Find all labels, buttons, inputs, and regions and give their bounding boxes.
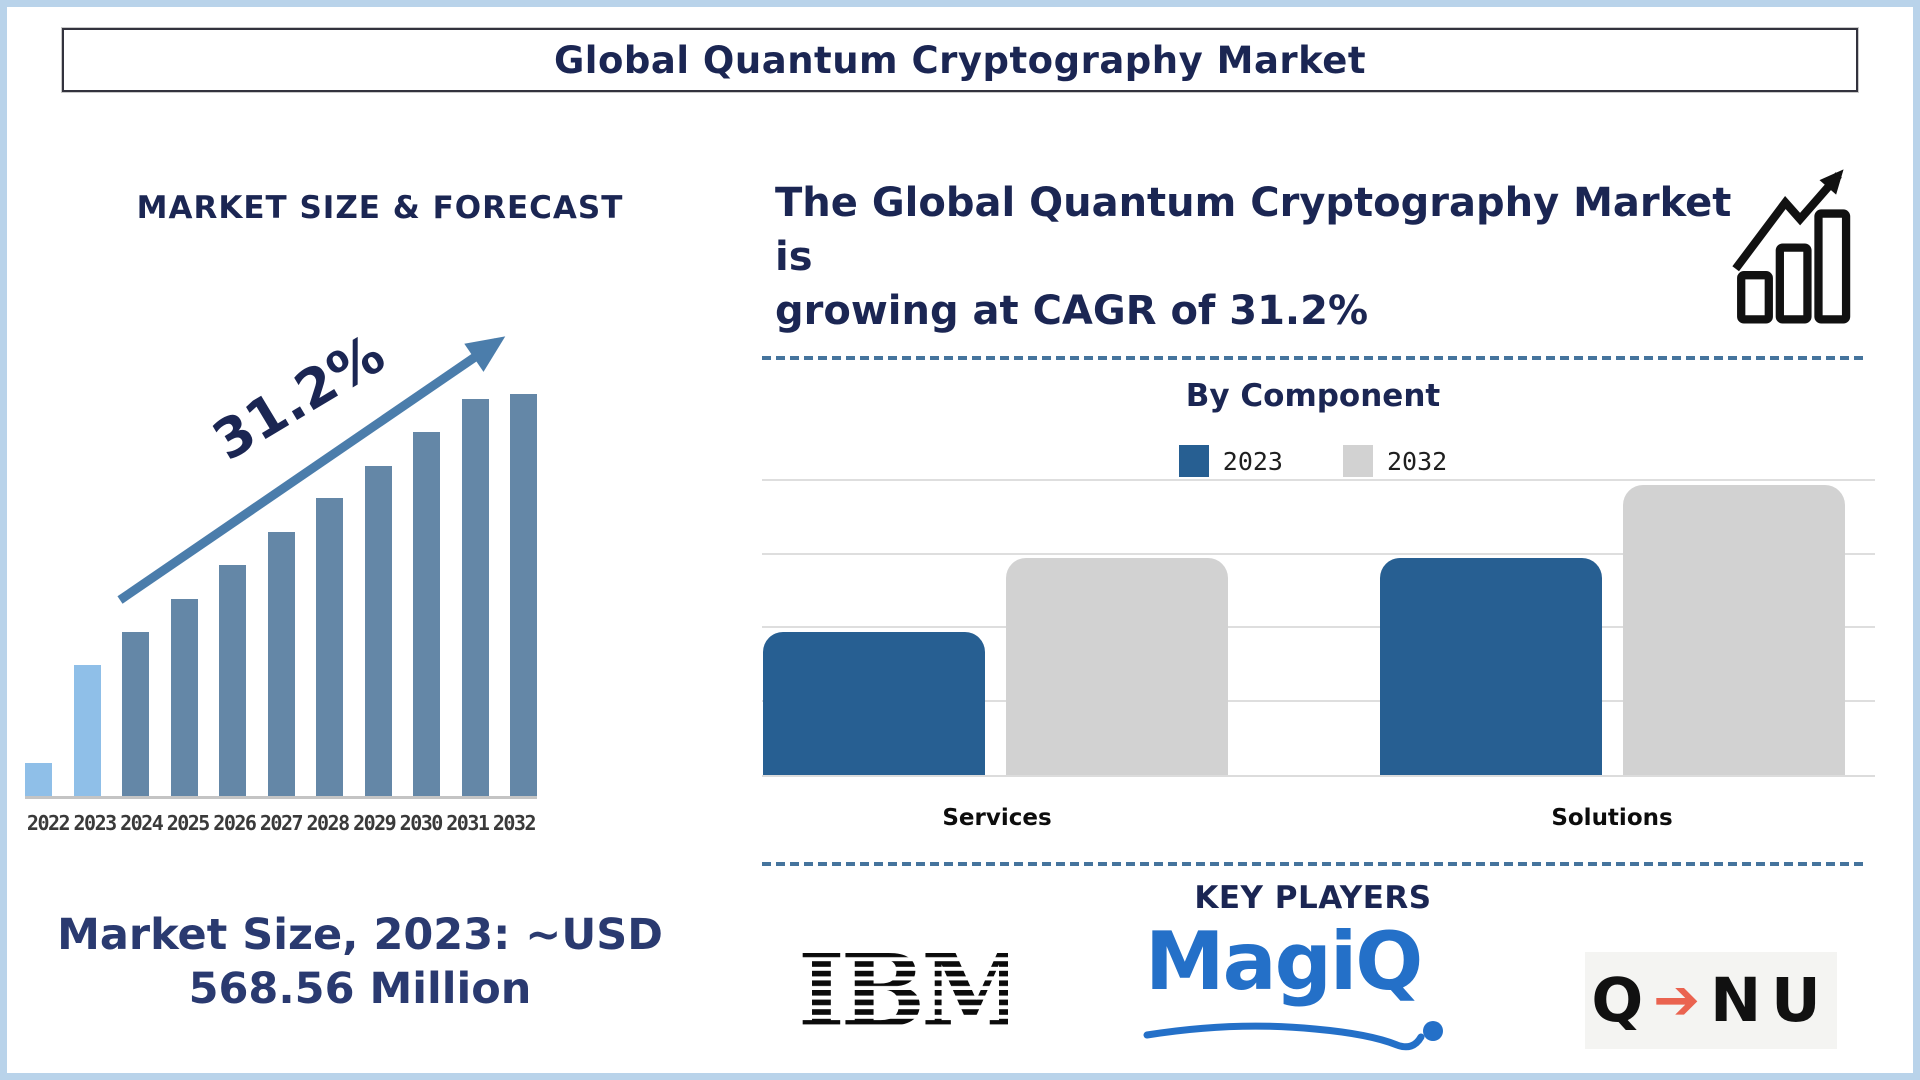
market-size-line1: Market Size, 2023: ~USD xyxy=(57,910,663,960)
component-group-solutions xyxy=(1380,485,1845,775)
magiq-swoosh-icon xyxy=(1143,1021,1443,1051)
magiq-logo: MagiQ xyxy=(1143,915,1455,1057)
component-groups xyxy=(763,485,1875,775)
by-component-heading: By Component xyxy=(1185,378,1441,414)
ibm-logo: IBM xyxy=(798,942,1008,1047)
category-label-solutions: Solutions xyxy=(1551,805,1673,831)
forecast-year-label-2031: 2031 xyxy=(446,811,490,835)
forecast-bars xyxy=(25,394,537,799)
key-players-heading: KEY PLAYERS xyxy=(1194,880,1432,916)
forecast-year-label-2032: 2032 xyxy=(492,811,537,835)
cagr-line2: growing at CAGR of 31.2% xyxy=(775,288,1369,334)
category-label-services: Services xyxy=(942,805,1052,831)
gridline xyxy=(762,479,1875,482)
forecast-year-label-2027: 2027 xyxy=(259,811,304,835)
forecast-year-label-2028: 2028 xyxy=(306,811,350,835)
component-bar-solutions-2023 xyxy=(1380,558,1602,775)
qnu-arrow-icon: ➔ xyxy=(1653,967,1701,1033)
forecast-year-label-2029: 2029 xyxy=(353,811,397,835)
cagr-statement: The Global Quantum Cryptography Market i… xyxy=(775,176,1735,338)
legend-item-2023: 2023 xyxy=(1178,445,1283,477)
qnu-logo-q: Q xyxy=(1591,965,1644,1036)
gridline xyxy=(762,552,1875,555)
forecast-bar-2022 xyxy=(25,763,52,796)
market-size-heading: MARKET SIZE & FORECAST xyxy=(136,190,624,226)
market-size-value: Market Size, 2023: ~USD 568.56 Million xyxy=(15,908,705,1016)
dashed-separator-top xyxy=(762,356,1864,360)
forecast-bar-2030 xyxy=(413,432,440,796)
trend-arrow-icon xyxy=(117,336,506,604)
magiq-logo-text: MagiQ xyxy=(1145,915,1423,1008)
forecast-bar-2023 xyxy=(73,664,101,796)
legend-label-2023: 2023 xyxy=(1222,446,1283,476)
forecast-years: 2022 2023 2024 2025 2026 2027 2028 2029 2030 2031… xyxy=(25,811,537,835)
legend-swatch-2032 xyxy=(1343,445,1373,477)
ibm-logo-text: IBM xyxy=(798,942,1008,1047)
forecast-bar-2029 xyxy=(364,466,392,796)
forecast-year-label-2024: 2024 xyxy=(120,811,164,835)
forecast-bar-2027 xyxy=(267,532,295,796)
title-box: Global Quantum Cryptography Market xyxy=(62,28,1858,92)
component-legend: 2023 2032 xyxy=(762,445,1864,477)
forecast-bar-2032 xyxy=(510,394,537,796)
gridline xyxy=(762,699,1875,702)
forecast-bar-2024 xyxy=(122,631,149,796)
legend-label-2032: 2032 xyxy=(1387,446,1448,476)
forecast-year-label-2030: 2030 xyxy=(399,811,444,835)
forecast-bar-2031 xyxy=(461,398,489,796)
forecast-bar-2025 xyxy=(170,598,198,796)
qnu-logo: Q ➔ NU xyxy=(1585,952,1837,1049)
gridline xyxy=(762,626,1875,629)
component-bar-solutions-2032 xyxy=(1623,485,1845,775)
qnu-logo-nu: NU xyxy=(1710,965,1831,1036)
legend-swatch-2023 xyxy=(1178,445,1209,477)
growth-chart-icon xyxy=(1732,169,1851,324)
legend-item-2032: 2032 xyxy=(1343,445,1447,477)
component-plot: Services Solutions xyxy=(762,430,1875,831)
forecast-bar-2026 xyxy=(219,565,246,796)
forecast-year-label-2026: 2026 xyxy=(213,811,257,835)
component-bar-services-2023 xyxy=(763,631,985,775)
component-group-services xyxy=(763,558,1228,775)
page-title: Global Quantum Cryptography Market xyxy=(553,38,1367,82)
forecast-year-label-2023: 2023 xyxy=(73,811,118,835)
market-size-line2: 568.56 Million xyxy=(188,964,532,1015)
cagr-line1: The Global Quantum Cryptography Market i… xyxy=(775,180,1732,280)
component-bar-services-2032 xyxy=(1006,558,1228,775)
forecast-year-label-2022: 2022 xyxy=(26,811,71,835)
forecast-year-label-2025: 2025 xyxy=(166,811,211,835)
forecast-chart: 2022 2023 2024 2025 2026 2027 2028 2029 2030 2031… xyxy=(25,322,537,854)
forecast-bar-2028 xyxy=(316,498,343,796)
dashed-separator-bottom xyxy=(762,862,1864,866)
